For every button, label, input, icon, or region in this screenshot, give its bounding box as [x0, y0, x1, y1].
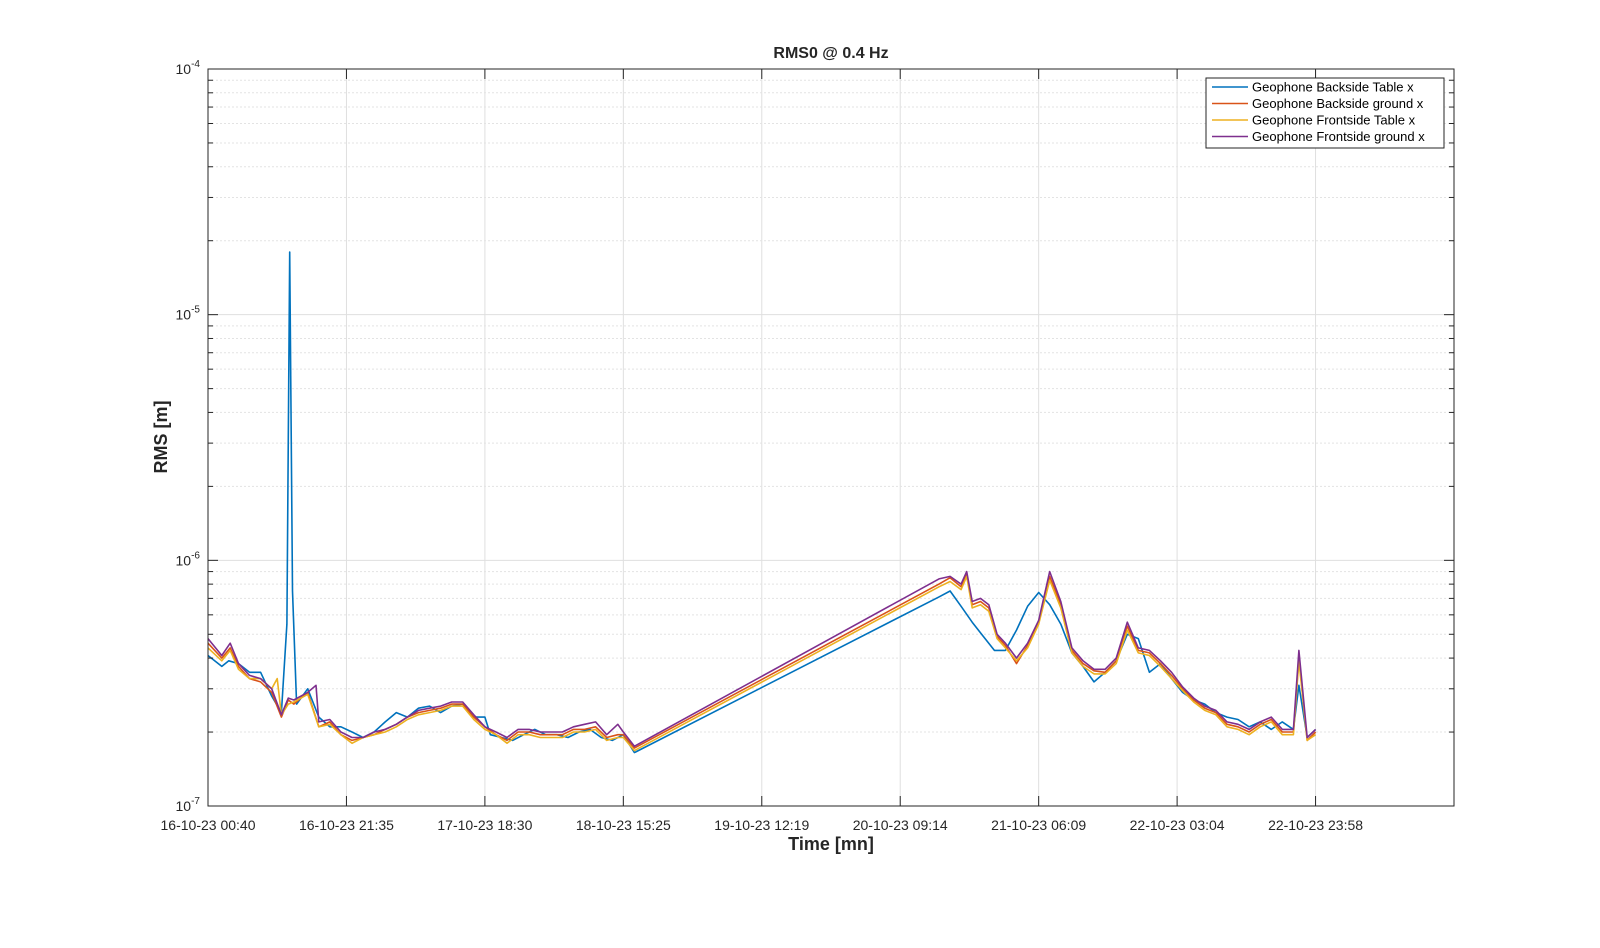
plot-lines [207, 251, 1317, 754]
x-tick-label: 17-10-23 18:30 [437, 817, 532, 833]
x-tick-label: 22-10-23 03:04 [1130, 817, 1225, 833]
y-tick-label: 10-7 [176, 796, 201, 814]
x-tick-label: 19-10-23 12:19 [714, 817, 809, 833]
y-tick-label: 10-4 [176, 59, 201, 77]
x-tick-label: 22-10-23 23:58 [1268, 817, 1363, 833]
y-tick-label: 10-5 [176, 305, 201, 323]
legend-label-2: Geophone Backside ground x [1252, 96, 1424, 111]
y-tick-label: 10-6 [176, 550, 201, 568]
series-line-4 [207, 570, 1317, 748]
chart-title: RMS0 @ 0.4 Hz [773, 45, 888, 62]
y-axis-label: RMS [m] [151, 401, 171, 474]
series-line-3 [207, 575, 1317, 752]
x-tick-label: 16-10-23 00:40 [161, 817, 256, 833]
legend-label-4: Geophone Frontside ground x [1252, 129, 1425, 144]
x-tick-label: 16-10-23 21:35 [299, 817, 394, 833]
x-tick-label: 21-10-23 06:09 [991, 817, 1086, 833]
x-tick-label: 18-10-23 15:25 [576, 817, 671, 833]
axis-ticks: 16-10-23 00:40 16-10-23 21:35 17-10-23 18:… [161, 59, 1454, 833]
legend-label-1: Geophone Backside Table x [1252, 80, 1414, 95]
x-tick-label: 20-10-23 09:14 [853, 817, 948, 833]
legend-label-3: Geophone Frontside Table x [1252, 113, 1416, 128]
x-axis-label: Time [mn] [788, 834, 874, 854]
plot-area-border [207, 68, 1455, 807]
